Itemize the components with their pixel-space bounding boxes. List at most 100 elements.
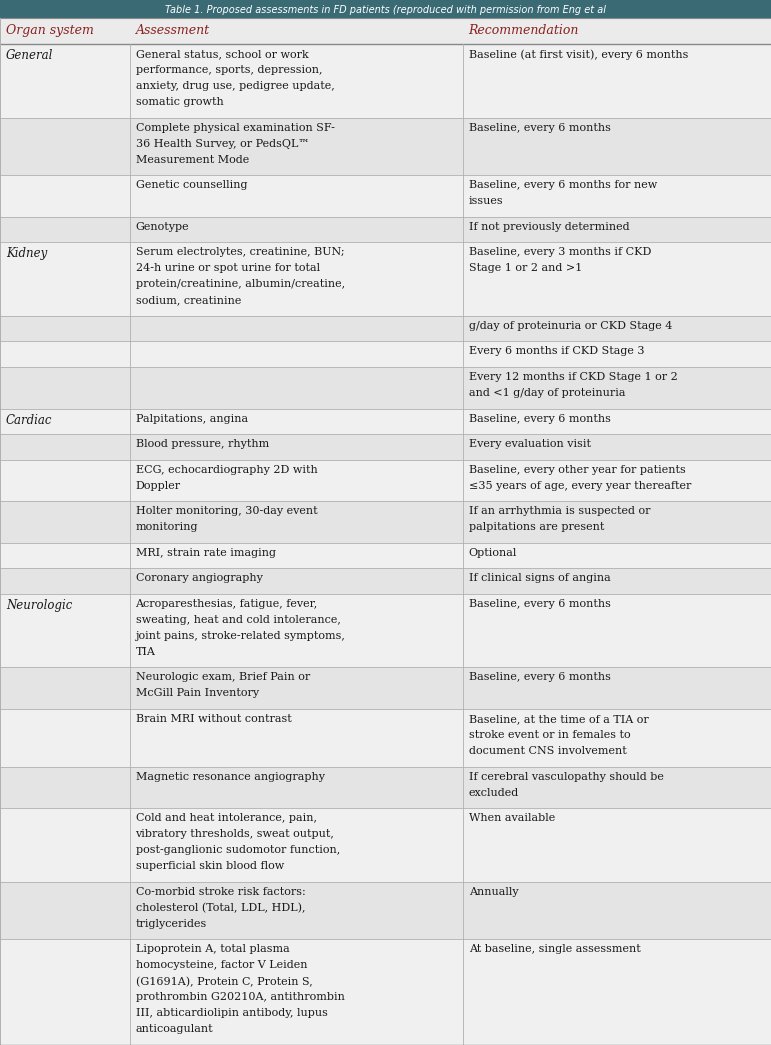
- Text: When available: When available: [469, 813, 555, 823]
- Bar: [0, 668, 771, 709]
- Text: (G1691A), Protein C, Protein S,: (G1691A), Protein C, Protein S,: [136, 976, 312, 986]
- Bar: [0, 939, 771, 1045]
- Text: Blood pressure, rhythm: Blood pressure, rhythm: [136, 439, 269, 449]
- Text: Genotype: Genotype: [136, 222, 189, 232]
- Text: protein/creatinine, albumin/creatine,: protein/creatinine, albumin/creatine,: [136, 279, 345, 289]
- Text: Recommendation: Recommendation: [469, 24, 579, 37]
- Text: ECG, echocardiography 2D with: ECG, echocardiography 2D with: [136, 465, 318, 474]
- Text: post-ganglionic sudomotor function,: post-ganglionic sudomotor function,: [136, 845, 340, 855]
- Bar: [0, 118, 771, 176]
- Text: Every 12 months if CKD Stage 1 or 2: Every 12 months if CKD Stage 1 or 2: [469, 372, 678, 382]
- Text: Genetic counselling: Genetic counselling: [136, 180, 247, 190]
- Text: Optional: Optional: [469, 548, 517, 558]
- Text: Coronary angiography: Coronary angiography: [136, 574, 262, 583]
- Text: and <1 g/day of proteinuria: and <1 g/day of proteinuria: [469, 388, 625, 398]
- Text: Organ system: Organ system: [6, 24, 94, 37]
- Bar: [0, 409, 771, 434]
- Bar: [0, 18, 771, 44]
- Text: ≤35 years of age, every year thereafter: ≤35 years of age, every year thereafter: [469, 481, 691, 491]
- Text: Stage 1 or 2 and >1: Stage 1 or 2 and >1: [469, 263, 582, 274]
- Bar: [0, 367, 771, 409]
- Text: TIA: TIA: [136, 647, 156, 657]
- Text: Neurologic exam, Brief Pain or: Neurologic exam, Brief Pain or: [136, 672, 310, 682]
- Text: If not previously determined: If not previously determined: [469, 222, 629, 232]
- Text: Baseline, at the time of a TIA or: Baseline, at the time of a TIA or: [469, 714, 648, 724]
- Bar: [0, 542, 771, 568]
- Text: triglycerides: triglycerides: [136, 919, 207, 929]
- Text: palpitations are present: palpitations are present: [469, 522, 604, 532]
- Text: performance, sports, depression,: performance, sports, depression,: [136, 65, 322, 75]
- Text: Kidney: Kidney: [6, 248, 47, 260]
- Text: document CNS involvement: document CNS involvement: [469, 746, 626, 756]
- Text: anxiety, drug use, pedigree update,: anxiety, drug use, pedigree update,: [136, 82, 335, 91]
- Text: Doppler: Doppler: [136, 481, 180, 491]
- Text: stroke event or in females to: stroke event or in females to: [469, 730, 630, 740]
- Text: Neurologic: Neurologic: [6, 599, 72, 611]
- Text: Baseline, every 6 months: Baseline, every 6 months: [469, 414, 611, 423]
- Text: Magnetic resonance angiography: Magnetic resonance angiography: [136, 771, 325, 782]
- Text: Co-morbid stroke risk factors:: Co-morbid stroke risk factors:: [136, 887, 305, 897]
- Bar: [0, 882, 771, 939]
- Text: Cold and heat intolerance, pain,: Cold and heat intolerance, pain,: [136, 813, 317, 823]
- Text: homocysteine, factor V Leiden: homocysteine, factor V Leiden: [136, 960, 307, 971]
- Text: somatic growth: somatic growth: [136, 97, 224, 107]
- Text: Complete physical examination SF-: Complete physical examination SF-: [136, 122, 335, 133]
- Text: Brain MRI without contrast: Brain MRI without contrast: [136, 714, 291, 724]
- Bar: [0, 568, 771, 594]
- Bar: [0, 767, 771, 808]
- Bar: [0, 460, 771, 502]
- Text: Holter monitoring, 30-day event: Holter monitoring, 30-day event: [136, 506, 317, 516]
- Text: Baseline, every 6 months for new: Baseline, every 6 months for new: [469, 180, 657, 190]
- Text: Baseline (at first visit), every 6 months: Baseline (at first visit), every 6 month…: [469, 49, 688, 60]
- Bar: [0, 434, 771, 460]
- Text: General status, school or work: General status, school or work: [136, 49, 308, 59]
- Text: If clinical signs of angina: If clinical signs of angina: [469, 574, 611, 583]
- Text: MRI, strain rate imaging: MRI, strain rate imaging: [136, 548, 275, 558]
- Bar: [0, 594, 771, 668]
- Text: McGill Pain Inventory: McGill Pain Inventory: [136, 689, 258, 698]
- Text: issues: issues: [469, 196, 503, 206]
- Text: monitoring: monitoring: [136, 522, 198, 532]
- Text: If an arrhythmia is suspected or: If an arrhythmia is suspected or: [469, 506, 650, 516]
- Text: Every evaluation visit: Every evaluation visit: [469, 439, 591, 449]
- Text: Baseline, every 6 months: Baseline, every 6 months: [469, 599, 611, 609]
- Bar: [0, 502, 771, 542]
- Text: cholesterol (Total, LDL, HDL),: cholesterol (Total, LDL, HDL),: [136, 903, 305, 913]
- Text: Table 1. Proposed assessments in FD patients (reproduced with permission from En: Table 1. Proposed assessments in FD pati…: [165, 5, 606, 15]
- Bar: [0, 808, 771, 882]
- Bar: [0, 316, 771, 342]
- Bar: [0, 242, 771, 316]
- Text: Lipoprotein A, total plasma: Lipoprotein A, total plasma: [136, 945, 289, 954]
- Text: vibratory thresholds, sweat output,: vibratory thresholds, sweat output,: [136, 829, 335, 839]
- Text: sweating, heat and cold intolerance,: sweating, heat and cold intolerance,: [136, 614, 341, 625]
- Text: Serum electrolytes, creatinine, BUN;: Serum electrolytes, creatinine, BUN;: [136, 248, 344, 257]
- Text: At baseline, single assessment: At baseline, single assessment: [469, 945, 641, 954]
- Text: Measurement Mode: Measurement Mode: [136, 155, 249, 165]
- Text: Cardiac: Cardiac: [6, 414, 52, 426]
- Text: anticoagulant: anticoagulant: [136, 1024, 213, 1035]
- Text: Palpitations, angina: Palpitations, angina: [136, 414, 247, 423]
- Bar: [0, 342, 771, 367]
- Text: 36 Health Survey, or PedsQL™: 36 Health Survey, or PedsQL™: [136, 139, 309, 148]
- Bar: [0, 176, 771, 216]
- Bar: [0, 709, 771, 767]
- Text: excluded: excluded: [469, 788, 519, 797]
- Text: General: General: [6, 49, 53, 62]
- Text: superficial skin blood flow: superficial skin blood flow: [136, 861, 284, 872]
- Text: III, abticardiolipin antibody, lupus: III, abticardiolipin antibody, lupus: [136, 1008, 328, 1019]
- Text: Baseline, every 3 months if CKD: Baseline, every 3 months if CKD: [469, 248, 651, 257]
- Bar: [0, 0, 771, 18]
- Text: Baseline, every other year for patients: Baseline, every other year for patients: [469, 465, 685, 474]
- Text: Every 6 months if CKD Stage 3: Every 6 months if CKD Stage 3: [469, 347, 644, 356]
- Bar: [0, 44, 771, 118]
- Text: Assessment: Assessment: [136, 24, 210, 37]
- Text: Baseline, every 6 months: Baseline, every 6 months: [469, 672, 611, 682]
- Text: 24-h urine or spot urine for total: 24-h urine or spot urine for total: [136, 263, 320, 274]
- Text: prothrombin G20210A, antithrombin: prothrombin G20210A, antithrombin: [136, 993, 345, 1002]
- Bar: [0, 216, 771, 242]
- Text: g/day of proteinuria or CKD Stage 4: g/day of proteinuria or CKD Stage 4: [469, 321, 672, 331]
- Text: joint pains, stroke-related symptoms,: joint pains, stroke-related symptoms,: [136, 631, 345, 641]
- Text: Acroparesthesias, fatigue, fever,: Acroparesthesias, fatigue, fever,: [136, 599, 318, 609]
- Text: sodium, creatinine: sodium, creatinine: [136, 296, 241, 305]
- Text: Annually: Annually: [469, 887, 518, 897]
